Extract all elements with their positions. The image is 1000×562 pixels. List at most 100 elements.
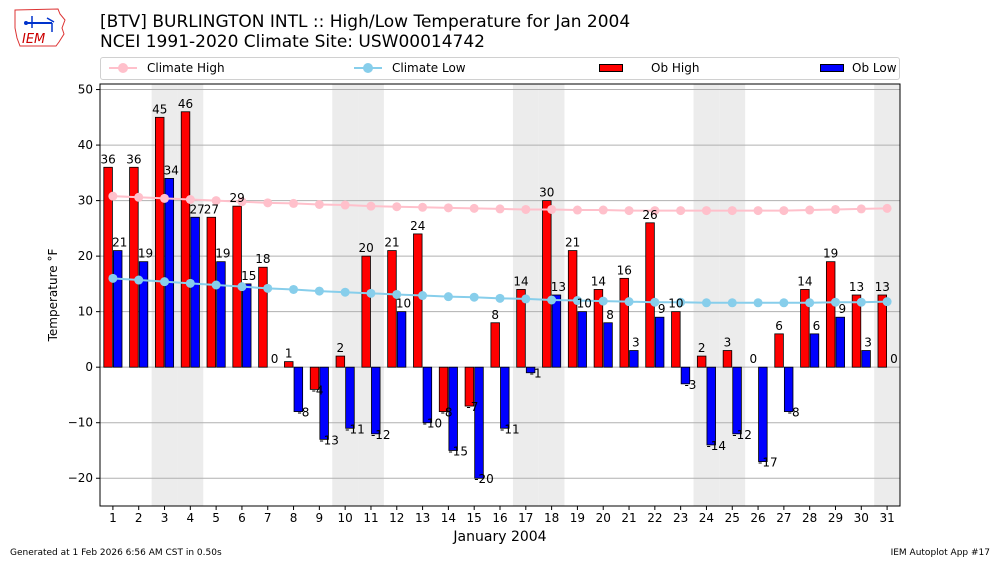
y-tick-label: 50: [78, 83, 93, 97]
bars: [103, 111, 887, 479]
ob-low-bar: [551, 294, 562, 368]
bar-value-label: -11: [345, 422, 365, 436]
bar-value-label: -10: [423, 417, 443, 431]
bar-value-label: 0: [749, 352, 757, 366]
ob-low-bar: [190, 216, 200, 368]
climate-low-point: [805, 298, 815, 308]
climate-high-point: [108, 191, 118, 201]
climate-low-point: [598, 296, 608, 306]
climate-low-point: [624, 297, 634, 307]
bar-value-label: 8: [491, 308, 499, 322]
ob-low-swatch: [820, 64, 844, 72]
climate-high-point: [469, 203, 479, 213]
ob-high-bar: [413, 233, 423, 368]
ob-low-bar: [113, 250, 123, 368]
y-axis: −20 −10 0 10 20 30 40 50: [68, 83, 100, 485]
ob-low-bar: [293, 366, 304, 413]
climate-low-point: [314, 286, 324, 296]
x-tick-label: 3: [161, 511, 169, 525]
ob-high-bar: [516, 289, 526, 368]
bar-value-label: -17: [758, 456, 778, 470]
ob-high-bar: [619, 277, 629, 368]
x-axis: 1 2 3 4 5 6 7 8 9 10 11 12 13 14 15 16 17 18 19 20 21 22 23 24 2…: [109, 506, 895, 525]
legend-ob-high: Ob High: [599, 60, 699, 76]
climate-high-point: [160, 193, 170, 203]
climate-high-point: [572, 205, 582, 215]
climate-low-point: [495, 293, 505, 303]
legend-label: Ob Low: [852, 61, 897, 75]
x-tick-label: 14: [441, 511, 456, 525]
ob-high-bar: [335, 355, 346, 368]
bar-value-label: 8: [606, 308, 614, 322]
climate-high-point: [314, 199, 324, 209]
bar-value-label: 14: [513, 274, 528, 288]
bar-value-label: 27: [204, 202, 219, 216]
bar-value-label: 3: [632, 336, 640, 350]
ob-low-bar: [500, 366, 510, 429]
ob-low-bar: [345, 366, 355, 429]
x-tick-label: 28: [802, 511, 817, 525]
x-tick-label: 26: [750, 511, 765, 525]
ob-low-bar: [706, 366, 716, 446]
ob-low-bar: [396, 311, 407, 368]
climate-high-point: [211, 196, 221, 206]
x-tick-label: 1: [109, 511, 117, 525]
y-tick-label: −20: [68, 471, 93, 485]
title-line-2: NCEI 1991-2020 Climate Site: USW00014742: [100, 32, 485, 52]
climate-high-point: [392, 202, 402, 212]
bar-value-label: -7: [466, 400, 478, 414]
bar-value-label: 2: [337, 341, 345, 355]
bar-value-label: 19: [138, 247, 153, 261]
climate-low-point: [418, 291, 428, 301]
ob-low-bar: [525, 366, 536, 374]
logo-text: IEM: [22, 32, 45, 47]
bar-value-label: 16: [617, 263, 632, 277]
climate-high-marker-icon: [118, 63, 128, 73]
ob-low-bar: [680, 366, 691, 385]
ob-low-bar: [577, 311, 587, 368]
bar-value-label: 24: [410, 219, 425, 233]
weekend-band: [719, 84, 746, 506]
x-axis-label: January 2004: [452, 529, 546, 545]
climate-low-point: [830, 297, 840, 307]
ob-high-bar: [258, 266, 268, 368]
climate-low-point: [547, 295, 557, 305]
x-tick-label: 9: [316, 511, 324, 525]
climate-low-point: [366, 288, 376, 298]
x-tick-label: 7: [264, 511, 272, 525]
bar-value-label: 9: [838, 302, 846, 316]
bar-value-label: 21: [384, 236, 399, 250]
ob-low-bar: [422, 366, 433, 424]
ob-high-bar: [800, 289, 810, 368]
legend-label: Climate High: [147, 61, 225, 75]
x-tick-label: 21: [621, 511, 636, 525]
ob-low-bar: [861, 350, 871, 368]
climate-high-point: [830, 204, 840, 214]
bar-value-label: 20: [359, 241, 374, 255]
climate-high-point: [289, 198, 299, 208]
ob-high-bar: [593, 289, 604, 368]
bar-value-label: 18: [255, 252, 270, 266]
y-tick-label: 30: [78, 194, 93, 208]
ob-high-bar: [490, 322, 500, 368]
bar-value-label: -12: [732, 428, 752, 442]
bar-value-label: 0: [271, 352, 279, 366]
legend-climate-high: Climate High: [109, 60, 225, 76]
y-axis-label: Temperature °F: [46, 249, 60, 343]
ob-high-bar: [180, 111, 191, 368]
ob-low-bar: [654, 316, 665, 368]
ob-low-bar: [783, 366, 794, 413]
climate-low-point: [211, 280, 221, 290]
ob-high-bar: [309, 366, 320, 390]
ob-high-bar: [361, 255, 371, 368]
bar-value-label: 10: [396, 297, 411, 311]
y-tick-label: 10: [78, 305, 93, 319]
bar-value-label: 34: [164, 163, 179, 177]
legend-climate-low: Climate Low: [354, 60, 466, 76]
climate-low-point: [469, 292, 479, 302]
climate-low-point: [753, 298, 763, 308]
generated-timestamp: Generated at 1 Feb 2026 6:56 AM CST in 0…: [10, 548, 222, 558]
bar-value-label: 13: [849, 280, 864, 294]
